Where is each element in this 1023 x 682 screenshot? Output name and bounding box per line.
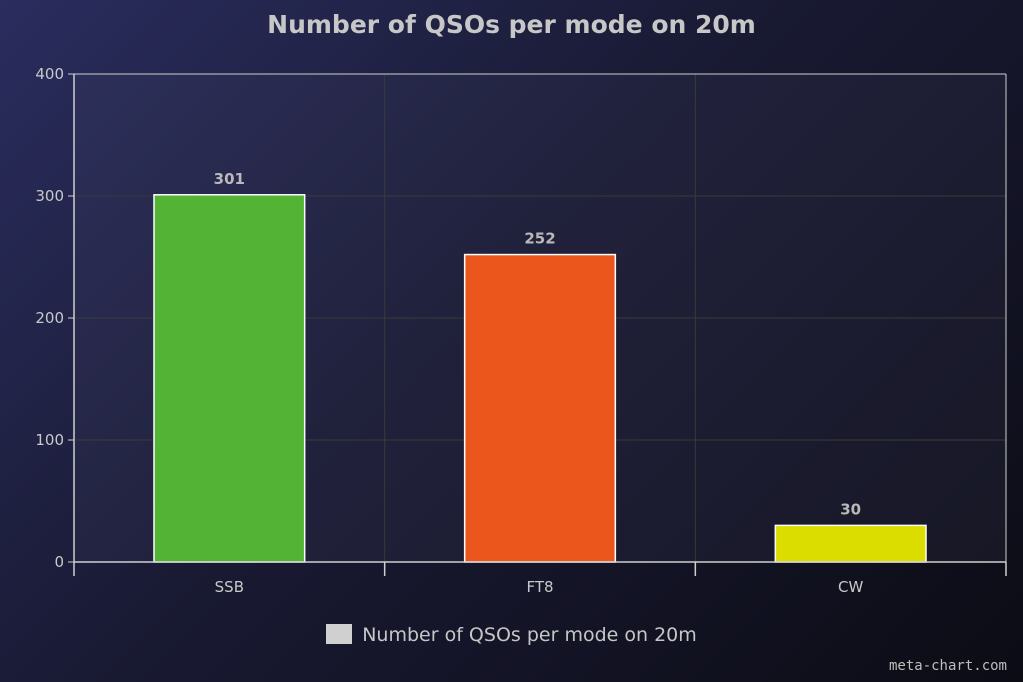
bar-ssb[interactable] — [153, 194, 306, 563]
y-tick-label: 300 — [35, 187, 64, 205]
legend-label: Number of QSOs per mode on 20m — [362, 624, 697, 646]
legend-swatch — [326, 624, 353, 644]
bar-ft8[interactable] — [463, 253, 617, 563]
y-tick-label: 200 — [35, 309, 64, 327]
y-tick-label: 0 — [54, 553, 64, 571]
axes — [68, 73, 1007, 576]
watermark: meta-chart.com — [888, 658, 1007, 674]
x-tick-label-cw: CW — [838, 578, 863, 596]
data-label-ssb: 301 — [214, 170, 245, 188]
bar-cw[interactable] — [774, 524, 927, 563]
x-tick-label-ft8: FT8 — [526, 578, 553, 596]
bars — [153, 194, 927, 563]
legend[interactable]: Number of QSOs per mode on 20m — [0, 624, 1023, 646]
x-tick-label-ssb: SSB — [215, 578, 244, 596]
data-label-cw: 30 — [840, 500, 861, 518]
labels: 0 100 200 300 400 301 SSB 252 FT8 30 CW — [35, 65, 863, 596]
chart-title: Number of QSOs per mode on 20m — [267, 10, 756, 39]
y-tick-label: 400 — [35, 65, 64, 83]
y-tick-label: 100 — [35, 431, 64, 449]
data-label-ft8: 252 — [524, 230, 555, 248]
